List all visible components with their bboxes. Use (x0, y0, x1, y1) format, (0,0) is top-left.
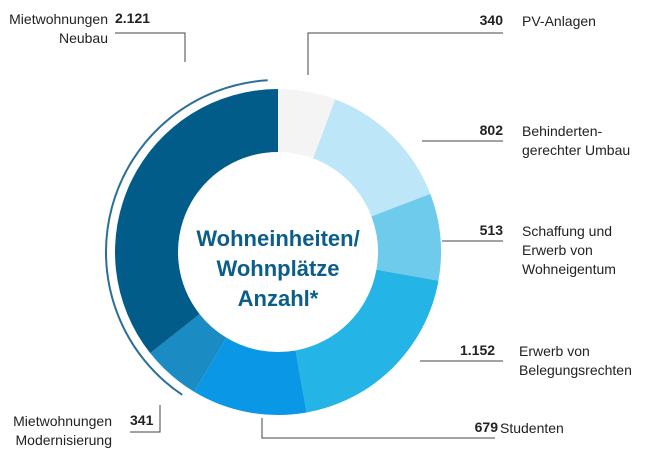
chart-title: Wohneinheiten/ Wohnplätze Anzahl* (196, 226, 360, 311)
category-label: Schaffung und Erwerb von Wohneigentum (522, 223, 616, 277)
category-label: Erwerb von Belegungsrechten (519, 343, 632, 378)
leader-line (115, 32, 186, 62)
category-label: Mietwohnungen Neubau (9, 11, 108, 46)
value-label: 341 (130, 412, 154, 428)
value-label: 2.121 (115, 10, 151, 26)
value-label: 340 (479, 12, 503, 28)
donut-segment (114, 89, 279, 354)
donut-segment (371, 193, 441, 281)
category-label: Mietwohnungen Modernisierung (13, 413, 112, 448)
donut-segment (194, 337, 307, 415)
value-label: 513 (479, 222, 503, 238)
category-label: PV-Anlagen (522, 13, 596, 29)
accent-arc (105, 79, 268, 396)
donut-segment (150, 314, 227, 392)
donut-segment (313, 99, 431, 217)
category-label: Studenten (500, 420, 564, 436)
leader-line (261, 418, 495, 439)
donut-segment (295, 269, 439, 413)
leader-line (130, 405, 161, 433)
value-label: 1.152 (460, 342, 496, 358)
leader-line (307, 32, 503, 75)
donut-segment (278, 89, 336, 159)
value-label: 679 (474, 419, 498, 435)
category-label: Behinderten- gerechter Umbau (522, 123, 631, 158)
value-label: 802 (479, 122, 503, 138)
